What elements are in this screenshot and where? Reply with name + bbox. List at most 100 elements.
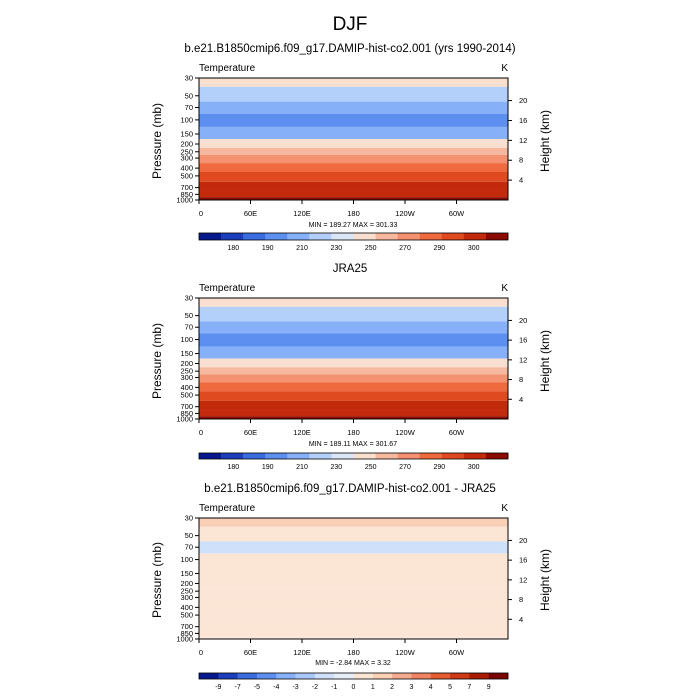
contour-band [199,147,508,155]
y-axis-right-label: Height (km) [538,549,552,611]
x-tick-label: 60W [449,209,465,218]
colorbar-label: 3 [409,684,413,691]
y-tick-label: 100 [180,555,193,564]
colorbar-swatch [199,233,222,240]
contour-band [199,636,508,639]
contour-band [199,172,508,182]
y-tick-label: 250 [180,367,193,376]
colorbar-swatch [287,233,310,240]
contour-band [199,410,508,417]
contour-band [199,367,508,375]
colorbar-label: 4 [429,684,433,691]
y-tick-label: 400 [180,164,193,173]
colorbar-label: -5 [254,684,260,691]
colorbar-swatch [488,673,509,679]
colorbar-frame [198,452,509,460]
colorbar-swatch [463,453,487,459]
colorbar-swatch [372,673,393,679]
panel-jra25: JRA25 Temperature K Pressure (mb) Height… [150,263,552,471]
colorbar-swatch [334,673,354,679]
y-right-tick-label: 16 [519,336,527,345]
y-axis-label: Pressure (mb) [150,103,164,179]
x-tick-label: 120W [395,209,416,218]
colorbar-swatch [221,453,244,459]
y-right-tick-label: 20 [519,316,527,325]
y-right-tick-label: 8 [519,375,523,384]
x-tick-label: 180 [347,428,360,437]
contour-band [199,190,508,198]
y-tick-label: 150 [180,349,193,358]
panel-model: b.e21.B1850cmip6.f09_g17.DAMIP-hist-co2.… [150,43,552,252]
colorbar-swatch [314,673,335,679]
contour-band [199,611,508,621]
colorbar-swatch [243,233,266,240]
colorbar-swatch [375,453,398,459]
panel-title: JRA25 [333,263,368,275]
y-tick-label: 700 [180,622,193,631]
y-tick-label: 50 [185,311,193,320]
colorbar-swatch [353,233,376,240]
contour-band [199,391,508,401]
contour-band [199,416,508,419]
contour-band [199,594,508,603]
y-right-tick-label: 12 [519,355,527,364]
contour-band [199,541,508,554]
colorbar-swatch [309,453,332,459]
colorbar: 180 190 210 230 250 270 290 300 [198,452,509,471]
y-tick-label: 700 [180,183,193,192]
colorbar-swatch [375,233,398,240]
left-string: Temperature [199,283,256,294]
x-tick-label: 120E [293,648,311,657]
y-tick-label: 200 [180,140,193,149]
colorbar-label: -9 [215,684,221,691]
contour-band [199,518,508,527]
contour-band [199,78,508,87]
contour-band [199,126,508,139]
y-tick-label: 30 [185,294,193,303]
x-tick-label: 0 [199,209,203,218]
contour-band [199,553,508,567]
y-tick-label: 300 [180,154,193,163]
colorbar-label: 190 [262,464,274,471]
y-tick-label: 500 [180,391,193,400]
y-right-tick-label: 20 [519,536,527,545]
y-axis-label: Pressure (mb) [150,542,164,618]
colorbar-swatch [469,673,489,679]
colorbar-label: 250 [365,464,377,471]
x-tick-label: 120W [395,648,416,657]
colorbar-label: 230 [330,464,342,471]
colorbar-label: 230 [330,245,342,252]
contour-band [199,321,508,334]
y-tick-label: 70 [185,103,193,112]
colorbar: 180 190 210 230 250 270 290 300 [198,232,509,252]
colorbar-label: 1 [371,684,375,691]
left-string: Temperature [199,503,256,514]
colorbar-swatch [237,673,258,679]
y-tick-label: 150 [180,129,193,138]
colorbar-swatch [353,673,374,679]
colorbar-label: 210 [296,464,308,471]
y-axis-label: Pressure (mb) [150,323,164,399]
colorbar-swatch [243,453,266,459]
colorbar-swatch [295,673,316,679]
colorbar-label: 300 [468,245,480,252]
x-tick-label: 120E [293,428,311,437]
colorbar-swatch [218,673,238,679]
contour-band [199,163,508,173]
contour-band [199,602,508,612]
y-tick-label: 1000 [176,196,193,205]
colorbar-label: 9 [487,684,491,691]
contour-band [199,139,508,148]
colorbar-label: 2 [390,684,394,691]
colorbar-label: -4 [273,684,279,691]
y-tick-label: 250 [180,147,193,156]
contour-band [199,620,508,631]
right-string: K [501,283,508,294]
x-tick-label: 60W [449,648,465,657]
colorbar-swatch [392,673,412,679]
colorbar-swatch [276,673,296,679]
left-string: Temperature [199,63,256,74]
contour-band [199,306,508,322]
y-right-tick-label: 4 [519,176,523,185]
colorbar-swatch [199,453,222,459]
